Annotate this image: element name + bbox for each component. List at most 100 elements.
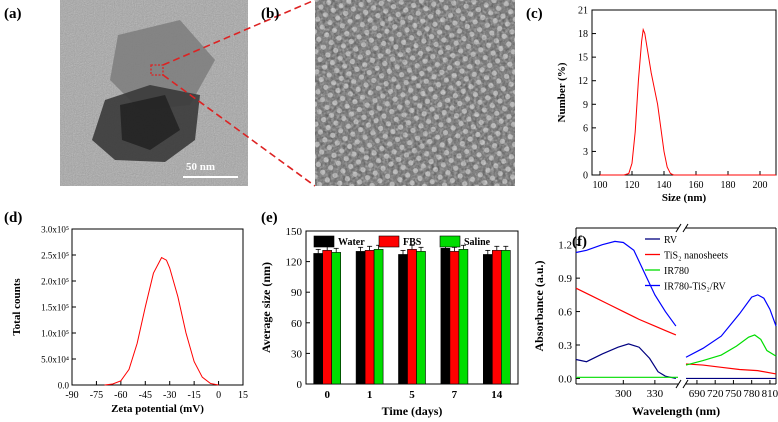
chart-d-x-tick-label: -90 (65, 390, 78, 401)
chart-c-y-tick-label: 0 (583, 171, 588, 182)
chart-c-x-axis-label: Size (nm) (662, 192, 707, 204)
chart-e-y-tick-label: 0 (297, 379, 303, 391)
chart-f-legend-label: IR780 (664, 266, 689, 277)
chart-f-absorbance: 0.0 0.3 0.6 0.9 1.2 300 330 690 720 750 780 810 RV Ti… (532, 223, 778, 418)
hrtem-image-grain (315, 0, 515, 186)
chart-c-y-tick-label: 12 (578, 76, 588, 87)
chart-f-series-line-left (575, 240, 677, 327)
chart-e-bar (322, 250, 333, 385)
chart-e-bar (313, 253, 324, 385)
chart-e-legend-label: Saline (464, 237, 491, 248)
chart-d-x-tick-label: -75 (90, 390, 103, 401)
chart-c-size-distribution: 100 120 140 160 180 200 0 3 6 9 12 15 18 21 Size (nm) N… (556, 6, 777, 204)
chart-d-x-tick-label: 15 (238, 390, 248, 401)
zoom-region-box (150, 64, 164, 76)
chart-e-y-tick-label: 120 (286, 257, 303, 269)
chart-e-legend-label: Water (338, 237, 365, 248)
chart-e-y-tick-label: 90 (291, 287, 303, 299)
chart-f-axis-break-mark (675, 379, 682, 389)
chart-c-y-tick-label: 3 (583, 147, 588, 158)
chart-e-bar (491, 250, 502, 385)
chart-e-y-tick-label: 60 (291, 318, 303, 330)
panel-label-d: (d) (4, 210, 22, 226)
chart-e-bar (449, 251, 460, 385)
chart-f-y-axis-label: Absorbance (a.u.) (532, 260, 546, 351)
chart-d-y-tick-label: 2.0x10⁵ (41, 277, 69, 287)
chart-f-axis-break-mark (675, 223, 682, 233)
chart-e-x-tick-label: 1 (367, 389, 373, 401)
chart-c-series-line (600, 27, 776, 176)
chart-c-y-tick-label: 15 (578, 53, 588, 64)
chart-d-x-axis-label: Zeta potential (mV) (111, 403, 204, 415)
chart-f-series-line-right (685, 294, 777, 358)
chart-c-x-tick-label: 160 (689, 180, 704, 191)
chart-f-x-tick-label: 330 (647, 388, 664, 400)
chart-e-bar (482, 254, 493, 385)
chart-f-y-tick-label: 1.2 (558, 240, 572, 252)
chart-e-bar (500, 250, 511, 385)
chart-d-y-tick-label: 1.5x10⁵ (41, 303, 69, 313)
chart-e-x-axis-label: Time (days) (382, 404, 443, 418)
chart-f-y-tick-label: 0.0 (558, 373, 572, 385)
chart-e-legend-swatch (439, 235, 461, 248)
chart-d-series-line (104, 256, 219, 386)
chart-f-axis-break-mark (682, 223, 689, 233)
panel-label-a: (a) (4, 6, 22, 22)
tem-nanosheet-dark-region (120, 95, 180, 150)
chart-e-legend-swatch (378, 235, 400, 248)
chart-f-series-line-right (685, 363, 777, 375)
chart-c-y-tick-label: 9 (583, 100, 588, 111)
chart-d-x-tick-label: 0 (216, 390, 221, 401)
chart-f-series-line-right (685, 334, 777, 366)
chart-f-series-line-left (575, 343, 677, 380)
chart-e-average-size: 0 30 60 90 120 150 0 1 5 7 14 Water FBS Saline Time (d… (259, 226, 519, 418)
zoom-guide-upper (162, 0, 316, 66)
chart-e-y-axis-label: Average size (nm) (259, 262, 273, 353)
chart-e-legend-label: FBS (403, 237, 422, 248)
chart-c-plot-frame (591, 9, 777, 176)
chart-d-plot-frame (71, 228, 244, 386)
chart-c-x-tick-label: 200 (753, 180, 768, 191)
chart-d-y-tick-label: 2.5x10⁵ (41, 251, 69, 261)
chart-c-y-tick-label: 6 (583, 123, 588, 134)
chart-e-bar (355, 251, 366, 385)
chart-d-x-tick-label: -15 (187, 390, 200, 401)
chart-e-y-tick-label: 30 (291, 348, 303, 360)
chart-f-series-line-left (575, 287, 677, 336)
chart-d-y-tick-label: 0.0 (58, 381, 70, 391)
chart-f-x-axis-label: Wavelength (nm) (632, 404, 720, 418)
chart-f-legend: RV TiS₂ nanosheets IR780 IR780-TiS₂/RV (645, 235, 728, 293)
panel-b: (b) (261, 0, 515, 186)
chart-d-x-tick-label: -30 (163, 390, 176, 401)
chart-e-x-tick-label: 14 (491, 389, 503, 401)
chart-f-x-tick-label: 780 (743, 388, 760, 400)
zoom-guide-lower (162, 74, 316, 187)
chart-f-y-tick-label: 0.9 (558, 273, 572, 285)
chart-e-x-tick-label: 5 (409, 389, 415, 401)
chart-d-y-tick-label: 3.0x10⁵ (41, 225, 69, 235)
panel-a: (a) 50 nm (4, 0, 248, 186)
chart-c-y-tick-label: 21 (578, 6, 588, 17)
chart-d-y-tick-label: 5.0x10⁴ (41, 355, 69, 365)
chart-e-x-tick-label: 0 (324, 389, 330, 401)
chart-f-legend-label: RV (664, 235, 678, 246)
chart-e-bar (458, 249, 469, 385)
chart-d-y-tick-label: 1.0x10⁵ (41, 329, 69, 339)
panel-label-c: (c) (526, 6, 543, 22)
panel-label-e: (e) (261, 210, 278, 226)
chart-e-bar (416, 251, 426, 385)
chart-f-y-tick-label: 0.6 (558, 307, 572, 319)
chart-c-x-tick-label: 100 (593, 180, 608, 191)
chart-f-x-tick-label: 690 (689, 388, 706, 400)
chart-d-x-tick-label: -45 (139, 390, 152, 401)
chart-f-x-tick-label: 810 (762, 388, 778, 400)
chart-c-x-tick-label: 180 (721, 180, 736, 191)
chart-e-x-tick-label: 7 (452, 389, 458, 401)
chart-c-y-axis-label: Number (%) (556, 62, 568, 122)
chart-e-legend-swatch (313, 235, 335, 248)
panel-label-b: (b) (261, 6, 279, 22)
chart-e-legend: Water FBS Saline (313, 235, 491, 248)
chart-d-x-tick-label: -60 (114, 390, 127, 401)
chart-e-bar (331, 252, 342, 385)
